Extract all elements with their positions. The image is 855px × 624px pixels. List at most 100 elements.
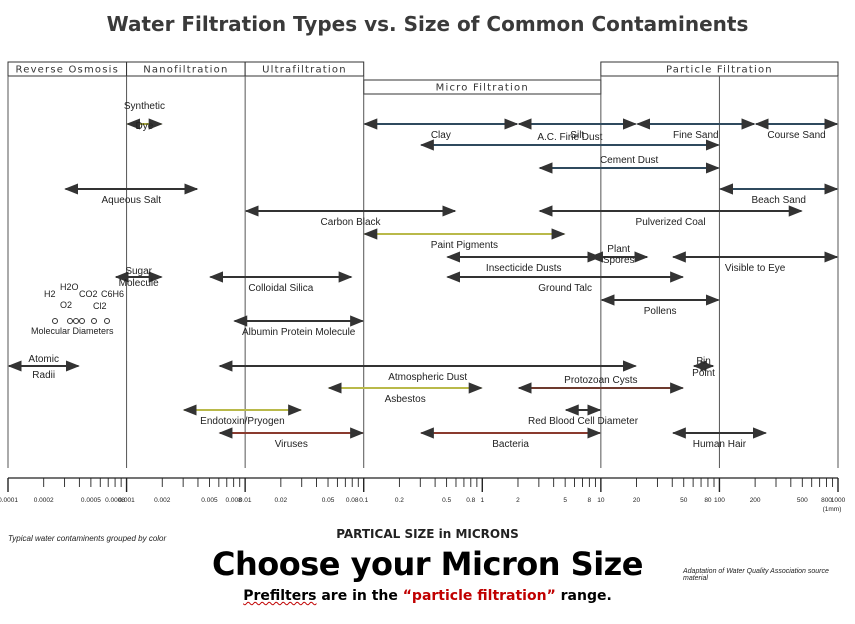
- range-paint-pigments: Paint Pigments: [363, 228, 566, 251]
- range-label-red-blood-cell-diameter: Red Blood Cell Diameter: [528, 416, 639, 427]
- molecule-label: H2O: [60, 282, 79, 292]
- subline-prefilters: Prefilters: [243, 588, 317, 604]
- range-endotoxin-pryogen: Endotoxin/Pryogen: [182, 404, 303, 427]
- x-tick-label: 8: [588, 497, 592, 504]
- x-tick-label: 2: [516, 497, 520, 504]
- x-tick-label: 0.01: [239, 497, 252, 504]
- x-tick-label: 0.02: [275, 497, 288, 504]
- range-insecticide-dusts: Insecticide Dusts: [446, 251, 602, 274]
- x-tick-label: 1000: [831, 497, 846, 504]
- x-tick-label: 0.1: [359, 497, 368, 504]
- range-label-visible-to-eye: Visible to Eye: [725, 263, 786, 274]
- x-unit-note: (1mm): [823, 506, 842, 513]
- molecule-label: Cl2: [93, 301, 107, 311]
- x-tick-label: 20: [633, 497, 641, 504]
- range-label-atomic-radii: Atomic Radii: [28, 354, 59, 381]
- range-viruses: Viruses: [218, 427, 365, 450]
- filtration-label-particle-filtration: Particle Filtration: [666, 65, 773, 76]
- range-asbestos: Asbestos: [327, 382, 483, 405]
- range-red-blood-cell-diameter: Red Blood Cell Diameter: [528, 404, 639, 427]
- range-label-synthetic-dye: Synthetic Dye: [124, 101, 165, 132]
- x-tick-label: 50: [680, 497, 688, 504]
- range-synthetic-dye: Synthetic Dye: [124, 101, 165, 132]
- range-label-pollens: Pollens: [644, 306, 677, 317]
- range-label-bacteria: Bacteria: [492, 439, 529, 450]
- range-albumin-protein-molecule: Albumin Protein Molecule: [233, 315, 365, 338]
- range-label-aqueous-salt: Aqueous Salt: [102, 195, 162, 206]
- molecule-label: CO2: [79, 289, 98, 299]
- range-colloidal-silica: Colloidal Silica: [209, 271, 353, 294]
- molecular-diameters-label: Molecular Diameters: [31, 326, 114, 336]
- range-cement-dust: Cement Dust: [538, 155, 720, 174]
- x-tick-label: 0.001: [118, 497, 135, 504]
- filtration-label-reverse-osmosis: Reverse Osmosis: [16, 65, 120, 76]
- range-pulverized-coal: Pulverized Coal: [538, 205, 803, 228]
- subline-part: are in the: [316, 588, 403, 604]
- range-pollens: Pollens: [600, 294, 720, 317]
- range-fine-sand: Fine Sand: [636, 118, 756, 141]
- range-silt: Silt: [517, 118, 637, 141]
- source-note: Adaptation of Water Quality Association …: [683, 568, 829, 582]
- range-label-beach-sand: Beach Sand: [751, 195, 806, 206]
- x-tick-label: 0.0008: [105, 497, 125, 504]
- range-clay: Clay: [363, 118, 519, 141]
- filtration-label-micro-filtration: Micro Filtration: [436, 83, 529, 94]
- range-label-colloidal-silica: Colloidal Silica: [248, 283, 313, 294]
- x-tick-label: 0.0005: [81, 497, 101, 504]
- range-label-albumin-protein-molecule: Albumin Protein Molecule: [242, 327, 356, 338]
- range-sugar-molecule: Sugar Molecule: [114, 266, 163, 289]
- range-carbon-black: Carbon Black: [244, 205, 457, 228]
- x-tick-label: 0.2: [395, 497, 404, 504]
- x-tick-label: 0.05: [322, 497, 335, 504]
- range-label-pulverized-coal: Pulverized Coal: [636, 217, 706, 228]
- x-tick-label: 0.005: [201, 497, 218, 504]
- filtration-label-nanofiltration: Nanofiltration: [143, 65, 228, 76]
- range-label-atmospheric-dust: Atmospheric Dust: [388, 372, 467, 383]
- x-tick-label: 1: [480, 497, 484, 504]
- range-label-ground-talc: Ground Talc: [538, 283, 592, 294]
- range-label-carbon-black: Carbon Black: [321, 217, 382, 228]
- x-tick-label: 500: [797, 497, 808, 504]
- molecular-diagram: H2 H2O CO2 C6H6 O2 Cl2 Molecular Diamete…: [31, 282, 124, 336]
- range-ground-talc: Ground Talc: [446, 271, 685, 294]
- range-pin-point: Pin Point: [692, 356, 715, 379]
- range-label-fine-sand: Fine Sand: [673, 130, 719, 141]
- range-label-paint-pigments: Paint Pigments: [431, 240, 498, 251]
- range-human-hair: Human Hair: [671, 427, 768, 450]
- range-label-course-sand: Course Sand: [767, 130, 825, 141]
- x-tick-label: 0.002: [154, 497, 171, 504]
- range-label-a-c-fine-dust: A.C. Fine Dust: [537, 132, 602, 143]
- x-tick-label: 0.08: [346, 497, 359, 504]
- x-tick-label: 0.8: [466, 497, 475, 504]
- range-label-endotoxin-pryogen: Endotoxin/Pryogen: [200, 416, 285, 427]
- range-bacteria: Bacteria: [419, 427, 602, 450]
- range-plant-spores: Plant Spores: [588, 244, 649, 266]
- range-label-human-hair: Human Hair: [693, 439, 747, 450]
- x-axis-title: PARTICAL SIZE in MICRONS: [336, 527, 519, 541]
- range-label-cement-dust: Cement Dust: [600, 155, 659, 166]
- contaminant-ranges: Synthetic Dye Clay Silt Fine Sand Course Sand…: [7, 101, 839, 450]
- x-tick-label: 0.0002: [34, 497, 54, 504]
- range-label-silt: Silt: [570, 130, 584, 141]
- range-label-insecticide-dusts: Insecticide Dusts: [486, 263, 562, 274]
- x-tick-label: 100: [714, 497, 725, 504]
- range-label-plant-spores: Plant Spores: [603, 244, 635, 266]
- x-tick-label: 800: [821, 497, 832, 504]
- subline: Prefilters are in the “particle filtrati…: [0, 588, 855, 604]
- range-label-sugar-molecule: Sugar Molecule: [119, 266, 159, 289]
- subline-highlight: “particle filtration”: [402, 588, 556, 604]
- color-grouping-note: Typical water contaminents grouped by co…: [8, 534, 167, 543]
- filtration-headers: Reverse Osmosis Nanofiltration Ultrafiltra…: [7, 61, 839, 95]
- x-tick-label: 0.008: [226, 497, 243, 504]
- chart-title: Water Filtration Types vs. Size of Commo…: [106, 12, 749, 36]
- range-label-protozoan-cysts: Protozoan Cysts: [564, 375, 637, 386]
- molecule-circles: [52, 318, 110, 324]
- molecule-label: O2: [60, 300, 72, 310]
- range-label-asbestos: Asbestos: [385, 394, 426, 405]
- headline: Choose your Micron Size: [212, 545, 643, 583]
- range-course-sand: Course Sand: [754, 118, 839, 141]
- range-protozoan-cysts: Protozoan Cysts: [517, 375, 685, 394]
- x-tick-label: 5: [563, 497, 567, 504]
